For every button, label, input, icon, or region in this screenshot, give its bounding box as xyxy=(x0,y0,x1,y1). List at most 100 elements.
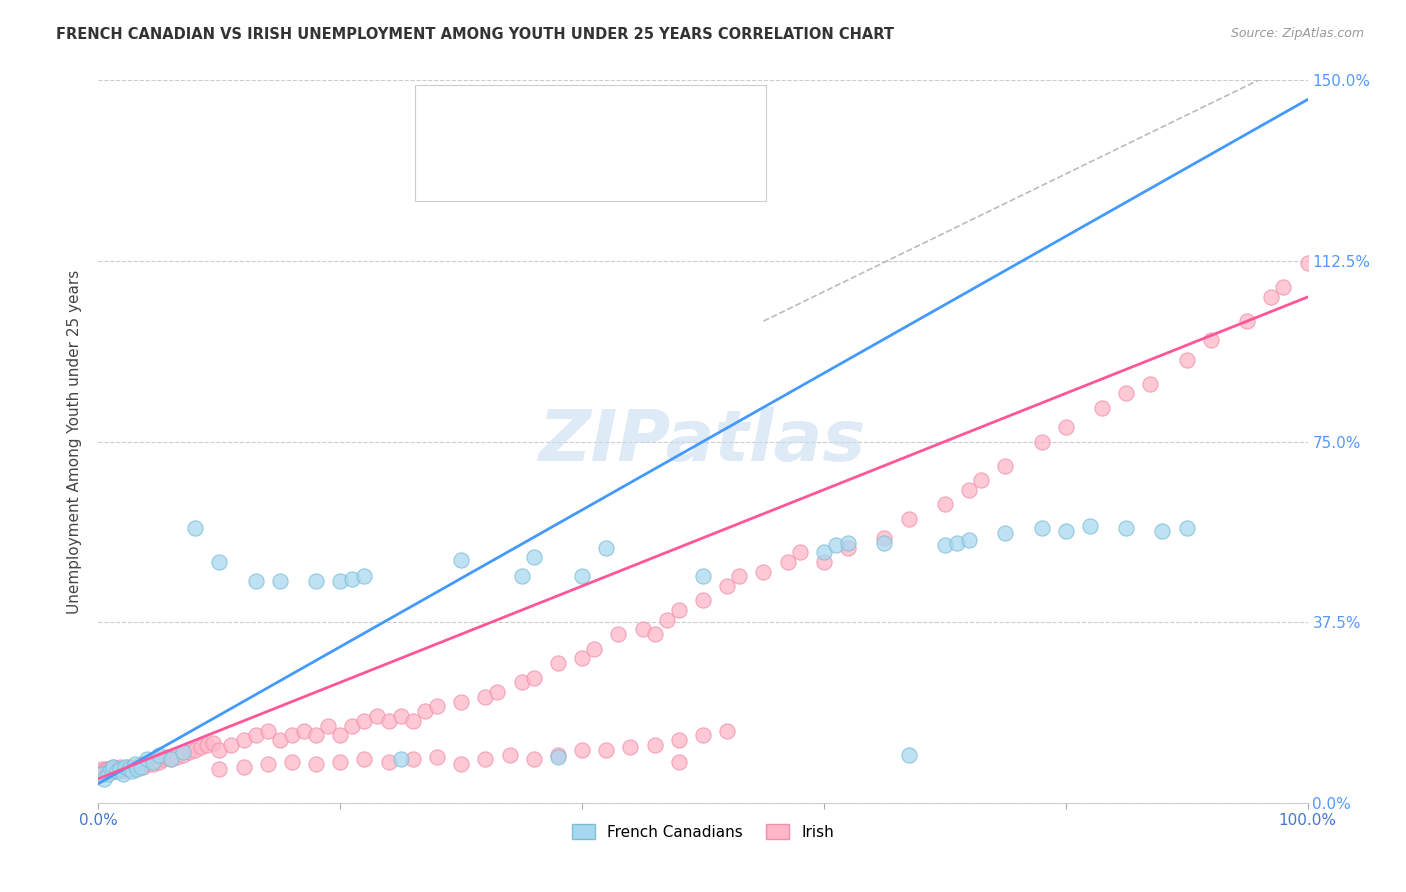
Point xyxy=(103,764,125,779)
Text: FRENCH CANADIAN VS IRISH UNEMPLOYMENT AMONG YOUTH UNDER 25 YEARS CORRELATION CHA: FRENCH CANADIAN VS IRISH UNEMPLOYMENT AM… xyxy=(56,27,894,42)
Point xyxy=(145,752,167,766)
Point xyxy=(1115,386,1137,401)
Point xyxy=(93,772,115,786)
Point xyxy=(190,740,212,755)
Point xyxy=(121,760,143,774)
Point xyxy=(523,752,546,766)
Point xyxy=(377,714,399,728)
Text: 0.701: 0.701 xyxy=(510,173,558,187)
Point xyxy=(179,745,201,759)
Point xyxy=(127,760,149,774)
Point xyxy=(111,762,134,776)
Point xyxy=(172,747,194,762)
Text: Source: ZipAtlas.com: Source: ZipAtlas.com xyxy=(1230,27,1364,40)
Point xyxy=(607,627,630,641)
Point xyxy=(195,738,218,752)
Point xyxy=(100,762,122,776)
Point xyxy=(1236,314,1258,328)
Point xyxy=(1139,376,1161,391)
Point xyxy=(269,574,291,589)
Point xyxy=(105,764,128,779)
Point xyxy=(208,555,231,569)
Point xyxy=(692,593,714,607)
Text: N =: N = xyxy=(555,116,603,130)
Point xyxy=(142,757,165,772)
Point xyxy=(105,764,128,779)
Point xyxy=(121,764,143,779)
Point xyxy=(946,535,969,549)
Point xyxy=(402,714,425,728)
Point xyxy=(402,752,425,766)
Point xyxy=(129,760,152,774)
Point xyxy=(389,752,412,766)
Point xyxy=(498,747,520,762)
Point xyxy=(377,755,399,769)
Point xyxy=(139,755,162,769)
Point xyxy=(129,757,152,772)
Point xyxy=(148,755,170,769)
Point xyxy=(957,533,980,548)
Point xyxy=(873,531,896,545)
Point xyxy=(148,747,170,762)
Text: ZIPatlas: ZIPatlas xyxy=(540,407,866,476)
Text: 121: 121 xyxy=(623,173,655,187)
Point xyxy=(813,555,835,569)
Point xyxy=(523,671,546,685)
Point xyxy=(202,735,225,749)
Point xyxy=(644,738,666,752)
Point xyxy=(135,757,157,772)
Point xyxy=(100,762,122,776)
Point xyxy=(160,752,183,766)
Point xyxy=(994,458,1017,473)
Point xyxy=(166,750,188,764)
Text: 50: 50 xyxy=(623,116,644,130)
Point xyxy=(571,651,593,665)
Point xyxy=(353,714,375,728)
Point xyxy=(127,762,149,776)
Point xyxy=(91,767,114,781)
Point xyxy=(450,695,472,709)
Point xyxy=(716,723,738,738)
Point xyxy=(837,541,859,555)
Point xyxy=(595,541,617,555)
Point xyxy=(281,728,304,742)
Point xyxy=(135,752,157,766)
Point xyxy=(93,764,115,779)
Point xyxy=(160,752,183,766)
Text: N =: N = xyxy=(555,173,603,187)
Point xyxy=(547,750,569,764)
Point xyxy=(172,745,194,759)
Point xyxy=(510,569,533,583)
Point xyxy=(728,569,751,583)
Point xyxy=(934,497,956,511)
Point xyxy=(94,762,117,776)
Point xyxy=(232,760,254,774)
Point xyxy=(668,603,690,617)
Point xyxy=(619,740,641,755)
Point xyxy=(245,574,267,589)
Point xyxy=(97,767,120,781)
Point xyxy=(184,743,207,757)
Point xyxy=(450,552,472,566)
Point xyxy=(101,760,124,774)
Point xyxy=(571,569,593,583)
Point xyxy=(655,613,678,627)
Point xyxy=(232,733,254,747)
Point xyxy=(292,723,315,738)
Point xyxy=(353,752,375,766)
Point xyxy=(1054,524,1077,538)
Point xyxy=(897,511,920,525)
Point xyxy=(107,762,129,776)
Point xyxy=(155,750,177,764)
Text: R =: R = xyxy=(471,116,505,130)
Point xyxy=(486,685,509,699)
Point xyxy=(813,545,835,559)
Point xyxy=(692,728,714,742)
Point xyxy=(631,623,654,637)
Point xyxy=(98,764,121,779)
Point xyxy=(1115,521,1137,535)
Point xyxy=(389,709,412,723)
Point xyxy=(897,747,920,762)
Point xyxy=(96,764,118,779)
Point xyxy=(91,767,114,781)
